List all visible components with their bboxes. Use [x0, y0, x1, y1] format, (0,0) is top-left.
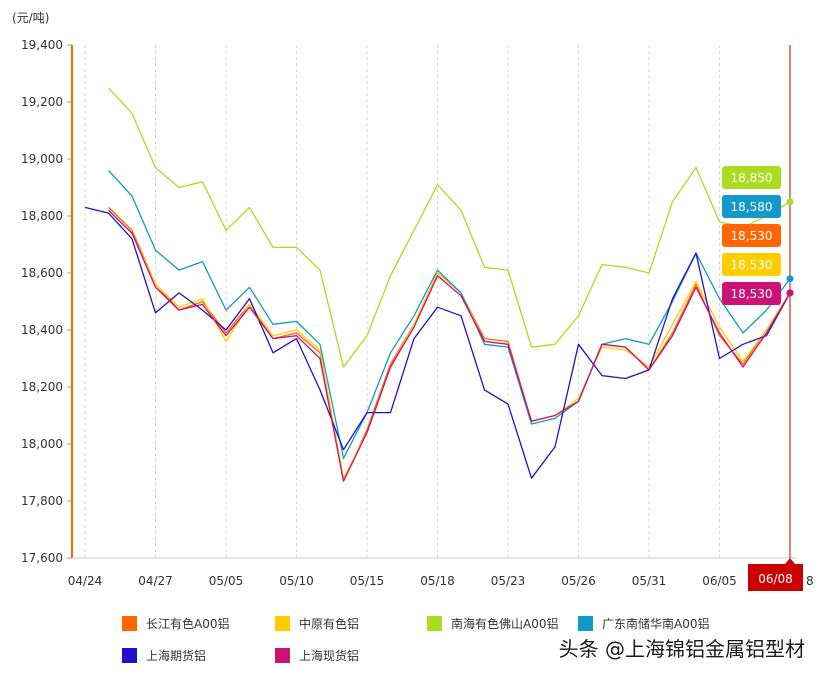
y-tick-label: 17,800: [21, 494, 63, 508]
y-tick-label: 19,200: [21, 95, 63, 109]
series-line: [108, 87, 791, 368]
current-date-badge: 06/08: [748, 558, 803, 591]
y-tick-label: 18,200: [21, 380, 63, 394]
x-tick-label: 05/31: [632, 574, 667, 588]
x-tick-label: 04/24: [68, 574, 103, 588]
line-chart: (元/吨) 04/24 04/27 05/05 05/10 05/15 05/18 05/2…: [12, 11, 814, 591]
legend-label: 广东南储华南A00铝: [602, 616, 710, 631]
y-tick-label: 19,400: [21, 38, 63, 52]
y-tick-label: 18,600: [21, 266, 63, 280]
legend-item-zhongyuan[interactable]: 中原有色铝: [275, 614, 359, 632]
end-value-badge: 18,850: [722, 166, 781, 189]
legend-label: 上海期货铝: [146, 648, 207, 663]
current-date-label: 06/08: [758, 572, 793, 586]
y-tick-label: 18,800: [21, 209, 63, 223]
legend-item-nanhai[interactable]: 南海有色佛山A00铝: [427, 614, 558, 632]
legend-item-guangdong[interactable]: 广东南储华南A00铝: [578, 614, 709, 632]
x-tick-label: 05/05: [209, 574, 244, 588]
series-line: [108, 206, 791, 482]
x-tick-label: 05/23: [491, 574, 526, 588]
legend-swatch: [578, 615, 593, 631]
series-line: [108, 169, 791, 459]
end-value-label: 18,580: [731, 200, 773, 214]
x-tick-label-partial: 8: [806, 574, 814, 588]
legend-label: 中原有色铝: [299, 616, 360, 631]
series-line: [84, 206, 791, 479]
x-tick-label: 05/15: [350, 574, 385, 588]
unit-label: (元/吨): [12, 11, 49, 25]
x-tick-label: 05/10: [279, 574, 314, 588]
watermark: 头条 @上海锦铝金属铝型材: [558, 637, 805, 661]
end-value-badge: 18,580: [722, 195, 781, 218]
legend-swatch: [275, 615, 290, 631]
y-tick-label: 18,000: [21, 437, 63, 451]
legend-label: 长江有色A00铝: [146, 616, 230, 631]
series-line: [108, 209, 791, 479]
legend-swatch: [122, 615, 137, 631]
end-value-badge: 18,530: [722, 224, 781, 247]
legend-swatch: [122, 647, 137, 663]
end-value-badge: 18,530: [722, 282, 781, 305]
grid: [84, 45, 720, 558]
legend-item-changjiang[interactable]: 长江有色A00铝: [122, 614, 229, 632]
end-point-marker: [786, 289, 794, 297]
y-tick-label: 18,400: [21, 323, 63, 337]
x-tick-label: 05/18: [420, 574, 455, 588]
legend-label: 南海有色佛山A00铝: [451, 616, 559, 631]
y-tick-label: 19,000: [21, 152, 63, 166]
end-value-label: 18,530: [731, 229, 773, 243]
legend-item-shanghai-spot[interactable]: 上海现货铝: [275, 646, 359, 664]
end-value-label: 18,850: [731, 171, 773, 185]
legend-label: 上海现货铝: [299, 648, 360, 663]
x-tick-label: 05/26: [561, 574, 596, 588]
end-value-label: 18,530: [731, 258, 773, 272]
end-value-label: 18,530: [731, 287, 773, 301]
legend-item-shfe[interactable]: 上海期货铝: [122, 646, 206, 664]
end-value-badges: 18,850 18,580 18,530 18,530 18,530: [722, 166, 781, 305]
series-line: [108, 209, 791, 482]
legend-swatch: [427, 615, 442, 631]
end-point-marker: [786, 198, 794, 206]
x-tick-label: 06/05: [702, 574, 737, 588]
end-point-marker: [786, 275, 794, 283]
end-value-badge: 18,530: [722, 253, 781, 276]
y-tick-label: 17,600: [21, 551, 63, 565]
x-tick-label: 04/27: [138, 574, 173, 588]
axes: 04/24 04/27 05/05 05/10 05/15 05/18 05/23 05/26…: [21, 38, 814, 591]
legend-swatch: [275, 647, 290, 663]
series-lines: [84, 87, 794, 482]
